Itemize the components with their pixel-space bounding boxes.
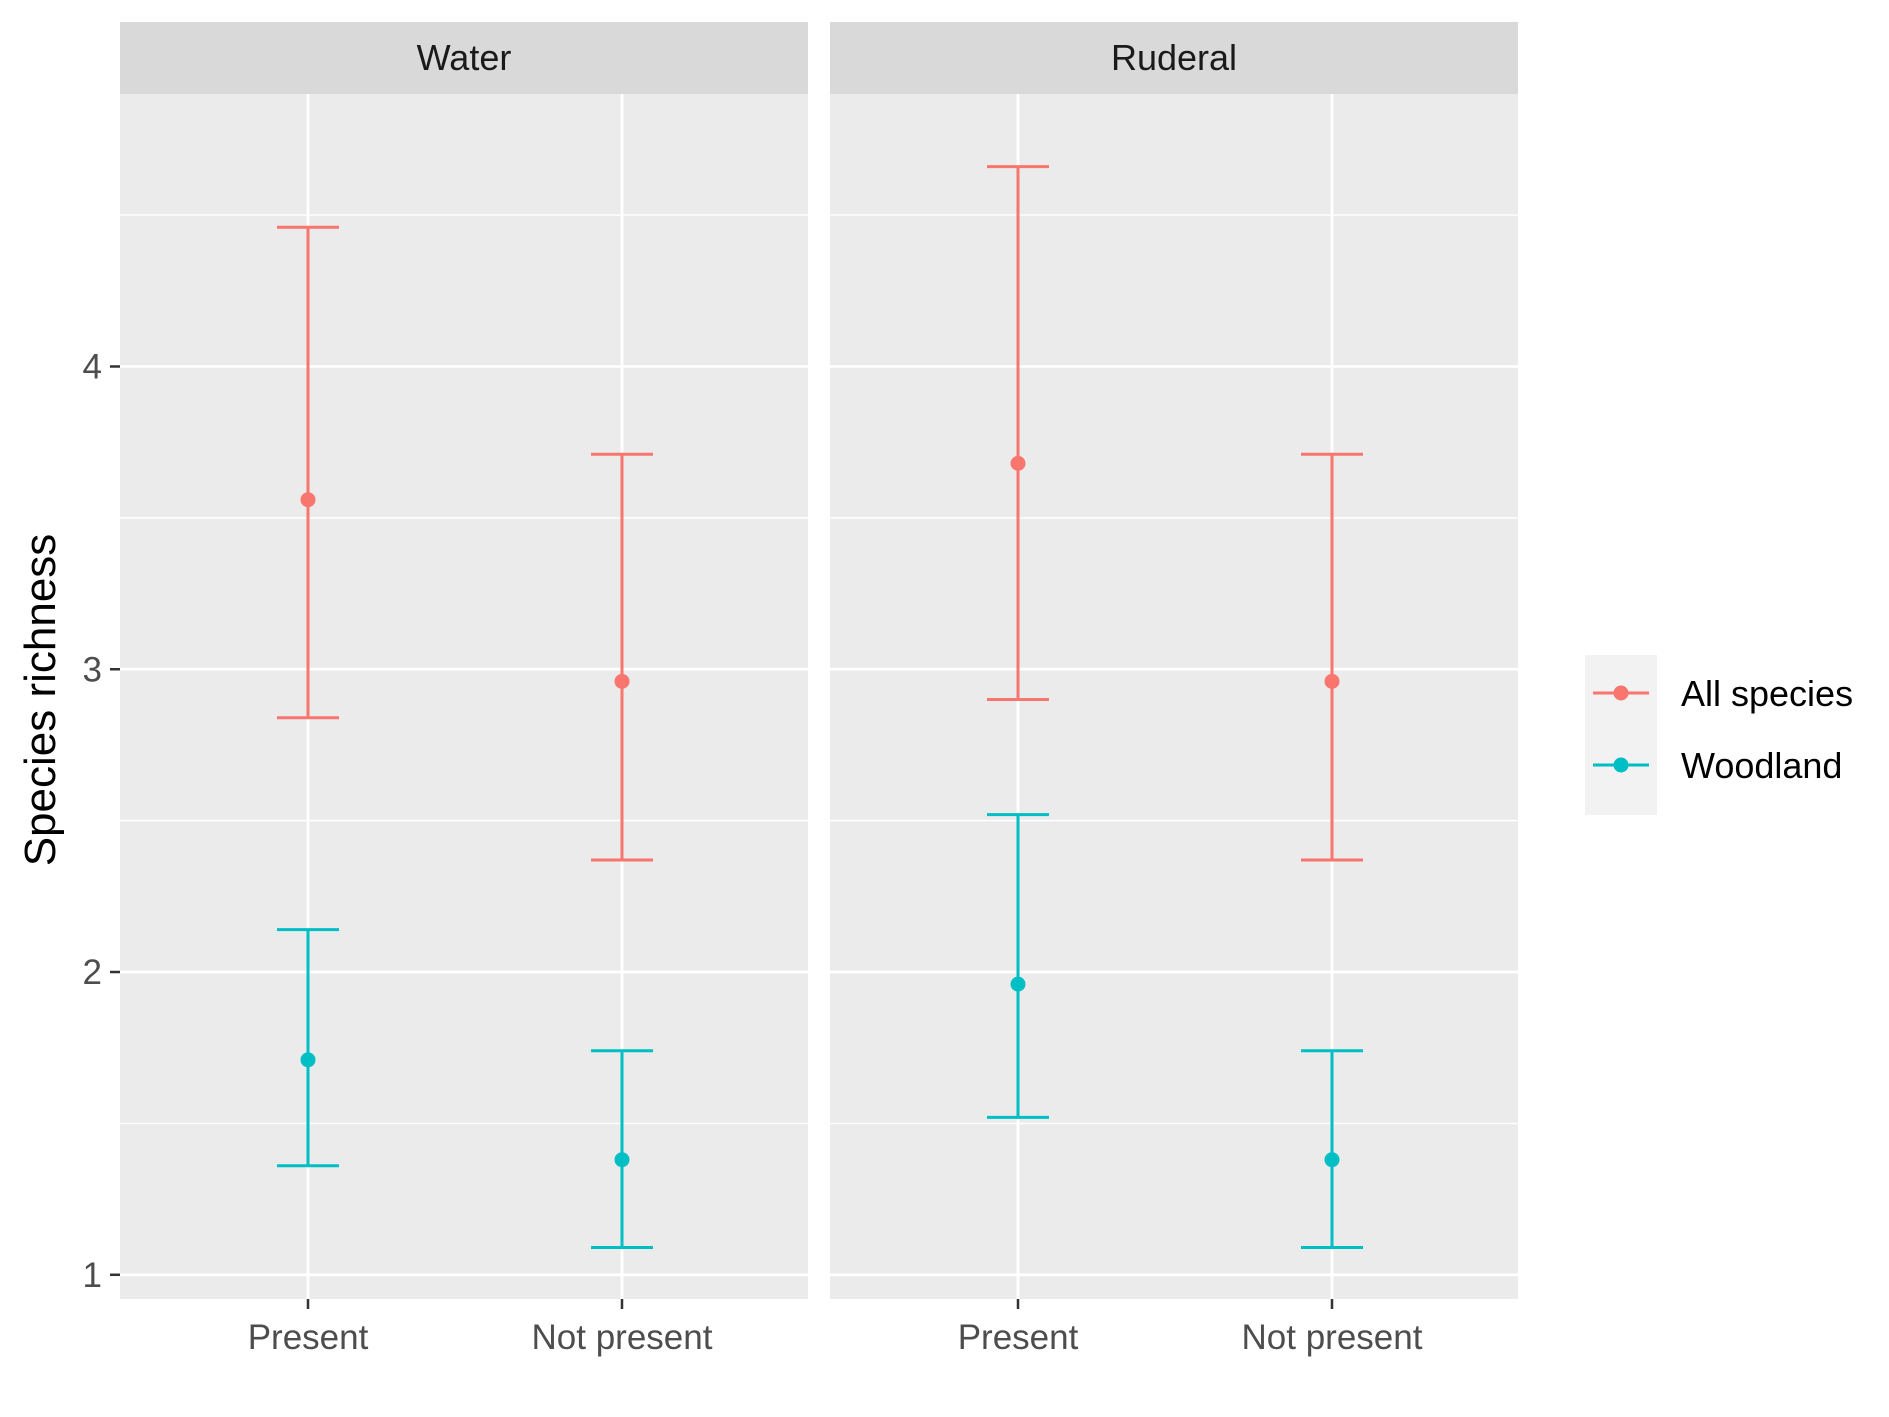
point-estimate xyxy=(1324,1152,1340,1168)
errorbar-all-species-present xyxy=(987,165,1049,702)
panel-background xyxy=(120,94,808,1299)
legend-key-background xyxy=(1585,655,1657,815)
y-tick-label: 1 xyxy=(83,1256,102,1295)
x-tick-label: Present xyxy=(958,1318,1079,1357)
panel-ruderal: Ruderal Present Not present xyxy=(830,22,1518,1357)
legend-key-point xyxy=(1613,685,1629,701)
legend: All species Woodland xyxy=(1585,655,1853,815)
point-estimate xyxy=(1010,976,1026,992)
y-tick-label: 3 xyxy=(83,650,102,689)
facet-strip xyxy=(830,22,1518,94)
panels: Water Present Not present Ruderal Present Not… xyxy=(120,22,1518,1357)
legend-label: Woodland xyxy=(1681,745,1842,786)
point-estimate xyxy=(300,1052,316,1068)
x-tick-label: Not present xyxy=(532,1318,713,1357)
y-tick-label: 4 xyxy=(83,347,102,386)
errorbar-all-species-present xyxy=(277,225,339,720)
x-tick-label: Present xyxy=(248,1318,369,1357)
legend-item-woodland: Woodland xyxy=(1593,745,1842,786)
errorbar-all-species-not-present xyxy=(591,452,653,862)
facet-strip xyxy=(120,22,808,94)
y-axis-title: Species richness xyxy=(16,534,65,867)
legend-key-point xyxy=(1613,757,1629,773)
y-tick-label: 2 xyxy=(83,953,102,992)
facet-strip-label: Water xyxy=(417,37,512,78)
errorbar-woodland-present xyxy=(277,928,339,1168)
facet-strip-label: Ruderal xyxy=(1111,37,1237,78)
errorbar-woodland-not-present xyxy=(1301,1049,1363,1250)
panel-water: Water Present Not present xyxy=(120,22,808,1357)
panel-background xyxy=(830,94,1518,1299)
point-estimate xyxy=(1010,455,1026,471)
errorbar-woodland-not-present xyxy=(591,1049,653,1250)
x-tick-label: Not present xyxy=(1242,1318,1423,1357)
point-estimate xyxy=(614,1152,630,1168)
point-estimate xyxy=(614,673,630,689)
legend-item-all-species: All species xyxy=(1593,673,1853,714)
errorbar-woodland-present xyxy=(987,813,1049,1119)
legend-label: All species xyxy=(1681,673,1853,714)
point-estimate xyxy=(300,492,316,508)
errorbar-all-species-not-present xyxy=(1301,452,1363,862)
y-axis: 1 2 3 4 xyxy=(83,347,120,1295)
point-estimate xyxy=(1324,673,1340,689)
